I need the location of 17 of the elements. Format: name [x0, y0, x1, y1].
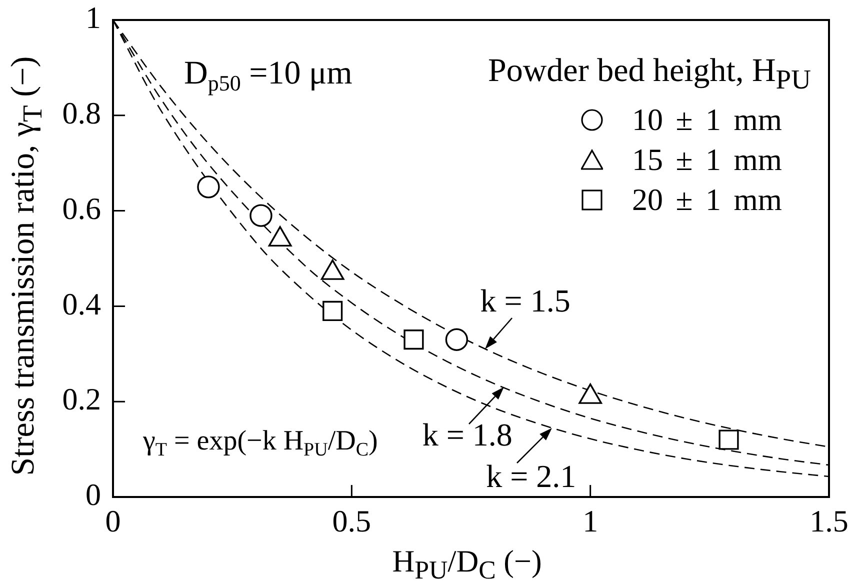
y-tick-label: 0: [86, 477, 101, 512]
annotation: k = 1.8: [422, 416, 512, 453]
legend-label: 10 ± 1 mm: [632, 102, 782, 138]
y-tick-label: 0.2: [62, 382, 101, 417]
y-tick-label: 0.4: [62, 286, 102, 322]
x-axis-title: H$_{PU}$/D$_{C}$ (−): [392, 543, 542, 586]
annotation: k = 1.5: [480, 282, 570, 319]
legend-label: 20 ± 1 mm: [632, 182, 782, 218]
y-tick-label: 0.8: [62, 96, 101, 131]
legend-title: Powder bed height, H$_{PU}$: [488, 52, 811, 95]
x-tick-label: 1.5: [810, 504, 848, 539]
y-tick-label: 1: [86, 0, 101, 36]
y-tick-label: 0.6: [62, 190, 101, 226]
annotation: k = 2.1: [486, 458, 576, 494]
x-tick-label: 1: [582, 504, 598, 539]
legend-label: 15 ± 1 mm: [632, 142, 782, 178]
x-tick-label: 0.5: [332, 504, 372, 539]
